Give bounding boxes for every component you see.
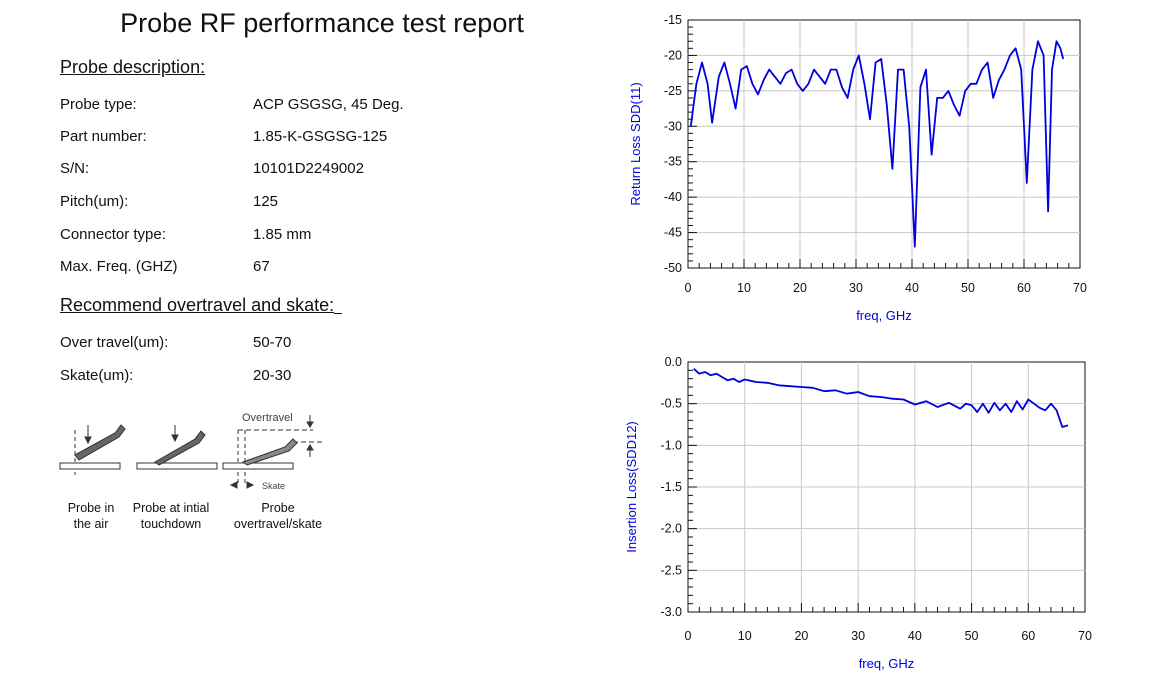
return-loss-chart: 0 10 20 30 40 50 60 70 -15 -20 -25 -30 -35 -40 -45 -50 f… (628, 13, 1087, 323)
substrate-3 (222, 462, 294, 470)
x-tick-label: 70 (1073, 281, 1087, 295)
report-title: Probe RF performance test report (120, 8, 524, 38)
insertion-loss-chart: 0 10 20 30 40 50 60 70 0.0 -0.5 -1.0 -1.5 -2.0 -2.5 -3… (624, 355, 1092, 671)
caption-3-text: Probe overtravel/skate (233, 501, 323, 531)
max-freq-label: Max. Freq. (GHZ) (60, 258, 178, 275)
x-tick-label: 30 (849, 281, 863, 295)
y-tick-label: -2.0 (660, 522, 682, 536)
y-tick-label: -0.5 (660, 397, 682, 411)
caption-probe-in-air: Probe in the air (55, 500, 127, 532)
x-tick-label: 50 (961, 281, 975, 295)
connector-type-value: 1.85 mm (253, 226, 312, 243)
y-axis-title: Return Loss SDD(11) (628, 82, 643, 205)
recommend-heading: Recommend overtravel and skate: (60, 295, 343, 316)
x-tick-label: 30 (851, 629, 865, 643)
arrow-head-1 (84, 436, 92, 445)
probe-type-label: Probe type: (60, 96, 137, 113)
y-tick-label: -50 (664, 261, 682, 275)
y-tick-label: -15 (664, 13, 682, 27)
substrate-1 (59, 462, 121, 470)
probe-description-heading: Probe description: (60, 57, 206, 77)
probe-diagram: Overtravel Skate (59, 412, 323, 491)
pitch-value: 125 (253, 193, 279, 210)
x-tick-label: 20 (794, 629, 808, 643)
skate-arrow-left (229, 481, 238, 489)
y-tick-label: -3.0 (660, 605, 682, 619)
x-tick-label: 10 (737, 281, 751, 295)
y-tick-label: -35 (664, 155, 682, 169)
series-line-1-0 (689, 40, 1065, 248)
x-tick-label: 60 (1017, 281, 1031, 295)
probe-tip-2 (154, 430, 206, 466)
y-tick-label: -25 (664, 84, 682, 98)
caption-overtravel: Probe overtravel/skate (226, 500, 330, 532)
pitch-label: Pitch(um): (60, 193, 129, 210)
y-tick-label: 0.0 (665, 355, 682, 369)
caption-2-text: Probe at intial touchdown (132, 501, 210, 531)
probe-tip-3 (241, 438, 298, 466)
overtravel-label: Overtravel (242, 412, 293, 424)
x-tick-label: 0 (685, 281, 692, 295)
over-travel-value: 50-70 (253, 334, 292, 351)
part-number-label: Part number: (60, 128, 147, 145)
x-tick-label: 70 (1078, 629, 1092, 643)
x-axis-title: freq, GHz (859, 656, 915, 671)
y-tick-label: -2.5 (660, 563, 682, 577)
x-tick-label: 60 (1021, 629, 1035, 643)
x-tick-label: 40 (908, 629, 922, 643)
connector-type-label: Connector type: (60, 226, 166, 243)
series-line-2-0 (693, 368, 1069, 428)
caption-touchdown: Probe at intial touchdown (126, 500, 216, 532)
y-tick-label: -45 (664, 226, 682, 240)
skate-value: 20-30 (253, 367, 292, 384)
skate-label: Skate(um): (60, 367, 134, 384)
probe-type-value: ACP GSGSG, 45 Deg. (253, 96, 404, 113)
y-tick-label: -30 (664, 119, 682, 133)
y-tick-label: -1.5 (660, 480, 682, 494)
substrate-2 (136, 462, 218, 470)
y-tick-label: -20 (664, 48, 682, 62)
x-tick-label: 0 (685, 629, 692, 643)
x-tick-label: 40 (905, 281, 919, 295)
overtravel-arrow-up-head (306, 444, 314, 451)
x-axis-title: freq, GHz (856, 308, 912, 323)
plot-frame (687, 19, 1081, 269)
y-tick-label: -1.0 (660, 438, 682, 452)
x-tick-label: 20 (793, 281, 807, 295)
caption-1-text: Probe in the air (67, 501, 115, 531)
y-tick-label: -40 (664, 190, 682, 204)
x-tick-label: 50 (965, 629, 979, 643)
skate-diagram-label: Skate (262, 481, 285, 491)
x-tick-label: 10 (738, 629, 752, 643)
max-freq-value: 67 (253, 258, 270, 275)
probe-tip-1 (74, 424, 126, 461)
part-number-value: 1.85-K-GSGSG-125 (253, 128, 388, 145)
y-axis-title: Insertion Loss(SDD12) (624, 421, 639, 553)
overtravel-arrow-head (306, 421, 314, 428)
serial-number-label: S/N: (60, 160, 90, 177)
arrow-head-2 (171, 434, 179, 443)
serial-number-value: 10101D2249002 (253, 160, 364, 177)
skate-arrow-right (246, 481, 255, 489)
over-travel-label: Over travel(um): (60, 334, 169, 351)
